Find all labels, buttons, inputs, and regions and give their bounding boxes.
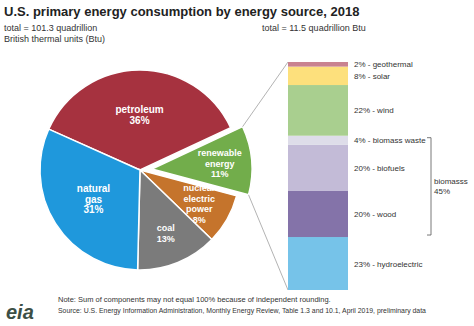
- slice-value: 31%: [83, 204, 103, 215]
- slice-value: 11%: [211, 169, 229, 179]
- slice-label: coal: [157, 223, 175, 233]
- group-label: biomasss: [434, 177, 468, 186]
- connector: [243, 62, 288, 127]
- slice-value: 13%: [157, 234, 175, 244]
- slice-label: petroleum: [115, 104, 163, 115]
- slice-label-line: natural: [77, 183, 111, 194]
- logo: eia: [6, 301, 34, 323]
- segment-label: 22% - wind: [354, 106, 394, 115]
- bar-segment: [288, 145, 348, 191]
- slice-label-line: coal: [157, 223, 175, 233]
- segment-label: 23% - hydroelectric: [354, 260, 422, 269]
- slice-label: renewableenergy: [198, 148, 242, 169]
- subtitle: British thermal units (Btu): [4, 34, 105, 44]
- chart: U.S. primary energy consumption by energ…: [0, 0, 474, 326]
- segment-label: 20% - wood: [354, 210, 396, 219]
- slice-label-line: power: [186, 204, 213, 214]
- bar-segment: [288, 62, 348, 67]
- pie-slice: [40, 129, 140, 270]
- slice-label-line: nuclear: [183, 183, 216, 193]
- note: Note: Sum of components may not equal 10…: [58, 295, 331, 304]
- group-bracket: [427, 138, 431, 235]
- pie-labels: petroleum36% renewableenergy11% nuclearele…: [77, 104, 242, 243]
- group-value: 45%: [434, 187, 450, 196]
- slice-label: naturalgas: [77, 183, 111, 205]
- slice-value: 8%: [193, 215, 206, 225]
- slice-label-line: gas: [85, 194, 103, 205]
- slice-label: nuclearelectricpower: [183, 183, 216, 214]
- bar-segment: [288, 237, 348, 290]
- stacked-bar: [288, 62, 348, 290]
- bar-labels: 23% - hydroelectric 20% - wood 20% - biofu…: [354, 60, 426, 268]
- bar-segment: [288, 85, 348, 136]
- segment-label: 8% - solar: [354, 72, 390, 81]
- slice-label-line: petroleum: [115, 104, 163, 115]
- slice-label-line: energy: [205, 159, 235, 169]
- slice-label-line: electric: [183, 194, 215, 204]
- bar-segment: [288, 191, 348, 237]
- bar-segment: [288, 67, 348, 85]
- source: Source: U.S. Energy Information Administ…: [58, 307, 426, 315]
- subtitle: total = 11.5 quadrillion Btu: [262, 23, 366, 33]
- slice-value: 36%: [130, 115, 150, 126]
- title: U.S. primary energy consumption by energ…: [4, 4, 359, 19]
- segment-label: 4% - biomass waste: [354, 136, 426, 145]
- slice-label-line: renewable: [198, 148, 242, 158]
- segment-label: 2% - geothermal: [354, 60, 413, 69]
- connector: [249, 195, 288, 290]
- pie: [40, 70, 252, 270]
- segment-label: 20% - biofuels: [354, 164, 405, 173]
- background: [0, 0, 474, 326]
- bar-segment: [288, 136, 348, 145]
- subtitle: total = 101.3 quadrillion: [4, 23, 97, 33]
